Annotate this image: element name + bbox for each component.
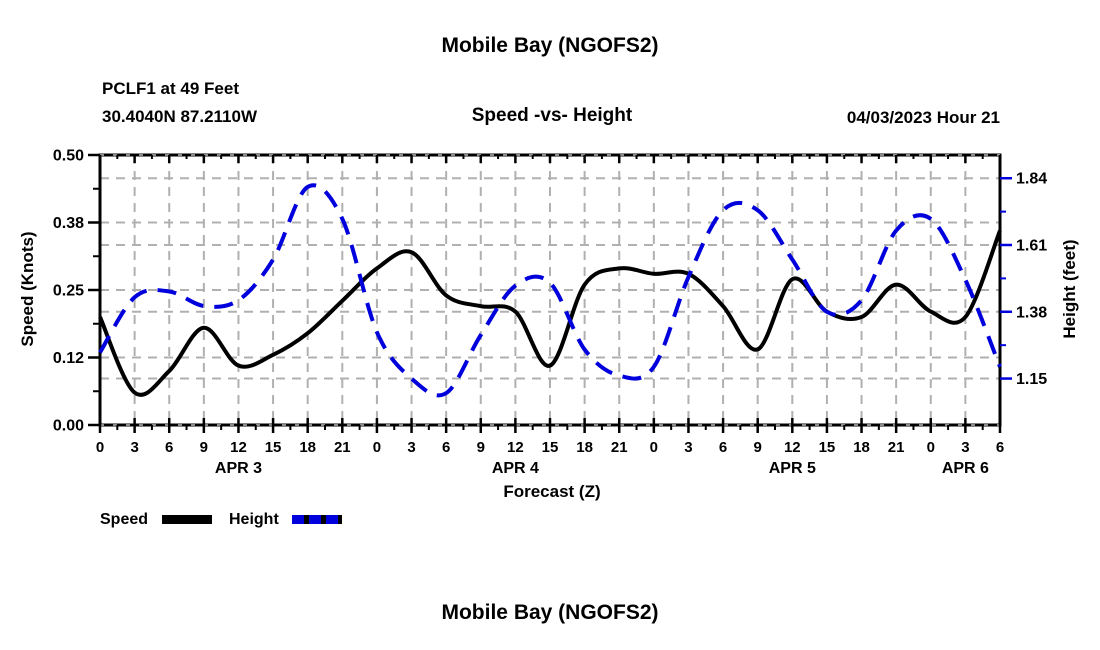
speed-curve <box>98 229 1002 397</box>
y-left-tick-label: 0.50 <box>53 148 84 165</box>
x-tick-label: 9 <box>200 439 208 456</box>
y-right-tick-label: 1.15 <box>1016 371 1047 388</box>
y-right-tick-label: 1.61 <box>1016 238 1047 255</box>
y-right-tick-label: 1.84 <box>1016 171 1047 188</box>
x-tick-label: 21 <box>334 439 351 456</box>
legend-speed-label: Speed <box>100 511 149 528</box>
y-right-tick-label: 1.38 <box>1016 304 1047 321</box>
x-tick-label: 15 <box>819 439 836 456</box>
x-tick-label: 12 <box>784 439 801 456</box>
forecast-datetime: 04/03/2023 Hour 21 <box>846 108 1000 127</box>
x-tick-label: 21 <box>611 439 628 456</box>
legend-height-label: Height <box>229 511 279 528</box>
y-left-tick-label: 0.12 <box>53 350 84 367</box>
x-tick-label: 6 <box>442 439 450 456</box>
x-tick-label: 15 <box>542 439 559 456</box>
x-tick-label: 12 <box>507 439 524 456</box>
station-name: PCLF1 at 49 Feet <box>102 79 239 98</box>
x-date-label: APR 6 <box>942 460 989 477</box>
x-tick-label: 6 <box>719 439 727 456</box>
station-coordinates: 30.4040N 87.2110W <box>102 107 258 126</box>
x-tick-label: 3 <box>130 439 138 456</box>
x-tick-label: 12 <box>230 439 247 456</box>
x-tick-label: 3 <box>961 439 969 456</box>
x-tick-label: 3 <box>684 439 692 456</box>
x-axis-label: Forecast (Z) <box>503 482 601 501</box>
chart-title-bottom: Mobile Bay (NGOFS2) <box>441 601 659 624</box>
x-tick-label: 18 <box>299 439 316 456</box>
x-tick-label: 0 <box>96 439 104 456</box>
x-date-label: APR 4 <box>492 460 539 477</box>
x-tick-label: 9 <box>754 439 762 456</box>
y-left-tick-label: 0.38 <box>53 215 84 232</box>
plot-subtitle: Speed -vs- Height <box>471 105 633 126</box>
legend-speed-swatch <box>162 515 212 524</box>
x-tick-label: 18 <box>853 439 870 456</box>
chart-title-top: Mobile Bay (NGOFS2) <box>441 34 659 57</box>
x-tick-label: 3 <box>407 439 415 456</box>
height-curve <box>98 183 1002 398</box>
x-tick-label: 0 <box>373 439 381 456</box>
legend-height-swatch <box>292 515 342 524</box>
x-date-label: APR 5 <box>769 460 816 477</box>
x-date-label: APR 3 <box>215 460 262 477</box>
x-tick-label: 21 <box>888 439 905 456</box>
x-tick-label: 9 <box>477 439 485 456</box>
x-tick-label: 18 <box>576 439 593 456</box>
x-tick-label: 6 <box>996 439 1004 456</box>
y-left-tick-label: 0.00 <box>53 418 84 435</box>
x-tick-label: 0 <box>650 439 658 456</box>
x-tick-label: 15 <box>265 439 282 456</box>
x-tick-label: 0 <box>927 439 935 456</box>
x-tick-label: 6 <box>165 439 173 456</box>
y-left-tick-label: 0.25 <box>53 283 84 300</box>
